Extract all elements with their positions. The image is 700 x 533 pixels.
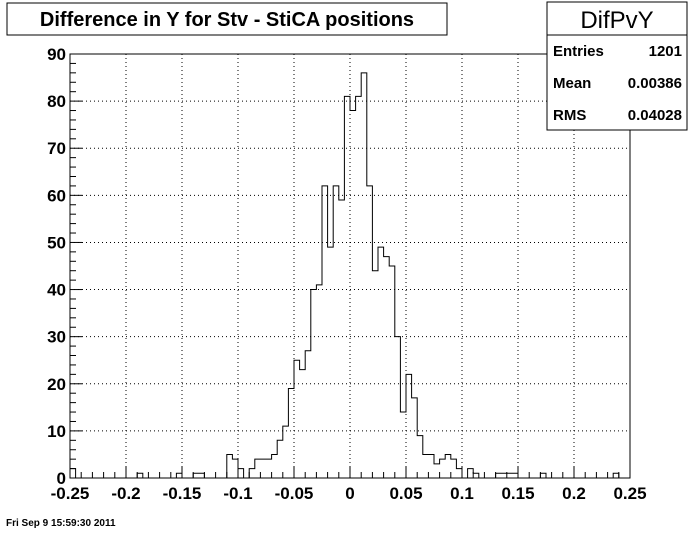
histogram-series: [69, 72, 630, 479]
histogram-bin: [361, 73, 367, 478]
histogram-bin: [260, 459, 266, 478]
histogram-bin: [507, 473, 513, 478]
histogram-bin: [176, 473, 182, 478]
histogram-bin: [367, 186, 373, 478]
stats-box-frame: [546, 1, 688, 131]
histogram-bin: [417, 436, 423, 478]
histogram-bin: [199, 473, 205, 478]
y-tick-label: 70: [47, 139, 66, 158]
histogram-bin: [512, 473, 518, 478]
histogram-bin: [322, 186, 328, 478]
y-tick-label: 10: [47, 422, 66, 441]
x-tick-label: 0.1: [450, 484, 474, 503]
histogram-bin: [445, 454, 451, 478]
histogram-bin: [344, 96, 350, 478]
histogram-bin: [423, 454, 429, 478]
histogram-bin: [406, 374, 412, 478]
histogram-bin: [283, 426, 289, 478]
y-tick-label: 20: [47, 375, 66, 394]
histogram-bin: [389, 266, 395, 478]
histogram-bin: [238, 469, 244, 478]
histogram-bin: [501, 473, 507, 478]
stats-mean-value: 0.00386: [628, 75, 682, 92]
histogram-bin: [333, 186, 339, 478]
histogram-bin: [372, 271, 378, 478]
stats-histogram-name: DifPvY: [580, 7, 653, 34]
histogram-bin: [496, 473, 502, 478]
histogram-bin: [378, 247, 384, 478]
histogram-bin: [277, 440, 283, 478]
histogram-bin: [434, 464, 440, 478]
x-tick-label: 0: [345, 484, 354, 503]
histogram-bin: [294, 360, 300, 478]
histogram-bin: [255, 459, 261, 478]
x-tick-label: 0.2: [562, 484, 586, 503]
stats-mean-label: Mean: [553, 75, 591, 92]
histogram-bin: [272, 454, 278, 478]
y-tick-label: 50: [47, 233, 66, 252]
histogram-bin: [288, 388, 294, 478]
stats-box: DifPvY Entries 1201 Mean 0.00386 RMS 0.0…: [546, 1, 688, 131]
title-box: Difference in Y for Stv - StiCA position…: [6, 2, 448, 36]
histogram-bin: [412, 398, 418, 478]
x-tick-label: -0.05: [275, 484, 314, 503]
histogram-bin: [339, 200, 345, 478]
stats-rms-value: 0.04028: [628, 107, 682, 124]
y-tick-label: 60: [47, 186, 66, 205]
y-tick-label: 0: [57, 469, 66, 488]
histogram-bin: [473, 473, 479, 478]
y-tick-label: 90: [47, 45, 66, 64]
stats-entries-label: Entries: [553, 43, 604, 60]
histogram-bin: [540, 473, 546, 478]
histogram-bin: [311, 290, 317, 478]
y-tick-label: 30: [47, 328, 66, 347]
histogram-bin: [428, 454, 434, 478]
title-box-frame: [6, 2, 448, 36]
histogram-bin: [316, 285, 322, 478]
histogram-bin: [266, 459, 272, 478]
histogram-bin: [400, 412, 406, 478]
y-axis-labels: 0 10 20 30 40 50 60 70 80 90: [47, 45, 66, 488]
histogram-bin: [350, 111, 356, 478]
axis-ticks: [69, 53, 631, 479]
histogram-bin: [193, 473, 199, 478]
histogram-bin: [232, 459, 238, 478]
histogram-bin: [395, 337, 401, 478]
footer-timestamp: Fri Sep 9 15:59:30 2011: [6, 518, 116, 529]
histogram-bin: [300, 370, 306, 478]
x-axis-labels: -0.25 -0.2 -0.15 -0.1 -0.05 0 0.05 0.1 0.15 0.2 0.…: [51, 484, 647, 503]
y-tick-label: 40: [47, 281, 66, 300]
histogram-bin: [440, 459, 446, 478]
histogram-bin: [70, 469, 76, 478]
x-tick-label: 0.25: [613, 484, 646, 503]
x-tick-label: -0.1: [223, 484, 252, 503]
histogram-outline: [69, 72, 630, 479]
histogram-bin: [305, 351, 311, 478]
histogram-bin: [328, 247, 334, 478]
histogram-bin: [227, 454, 233, 478]
stats-rms-label: RMS: [553, 107, 586, 124]
x-tick-label: 0.15: [501, 484, 534, 503]
x-tick-label: -0.25: [51, 484, 90, 503]
histogram-bin: [356, 96, 362, 478]
histogram-bin: [456, 469, 462, 478]
y-tick-label: 80: [47, 92, 66, 111]
histogram-bin: [137, 473, 143, 478]
chart-title: Difference in Y for Stv - StiCA position…: [40, 9, 414, 31]
histogram-bin: [451, 459, 457, 478]
stats-entries-value: 1201: [649, 43, 682, 60]
x-tick-label: -0.15: [163, 484, 202, 503]
x-tick-label: 0.05: [389, 484, 422, 503]
histogram-bin: [613, 473, 619, 478]
x-tick-label: -0.2: [111, 484, 140, 503]
histogram-bin: [384, 257, 390, 478]
histogram-bin: [468, 469, 474, 478]
histogram-bin: [249, 469, 255, 478]
